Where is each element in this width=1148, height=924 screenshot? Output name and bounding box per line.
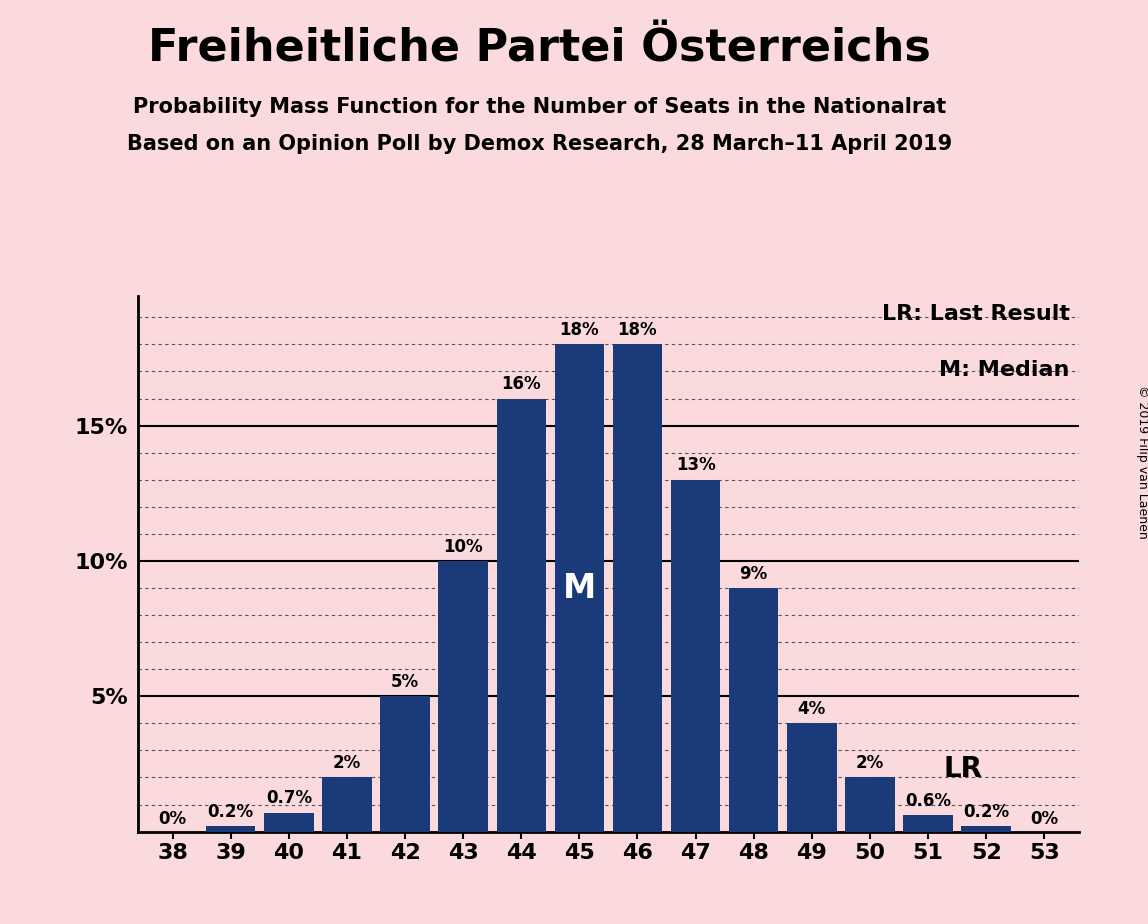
Bar — [903, 815, 953, 832]
Text: LR: Last Result: LR: Last Result — [882, 304, 1070, 323]
Text: 4%: 4% — [798, 699, 825, 718]
Text: M: Median: M: Median — [939, 360, 1070, 380]
Text: Freiheitliche Partei Österreichs: Freiheitliche Partei Österreichs — [148, 28, 931, 71]
Text: 2%: 2% — [855, 754, 884, 772]
Text: 0.6%: 0.6% — [905, 792, 951, 810]
Text: 13%: 13% — [676, 456, 715, 474]
Bar — [670, 480, 720, 832]
Text: LR: LR — [944, 755, 983, 783]
Bar — [554, 345, 604, 832]
Text: Probability Mass Function for the Number of Seats in the Nationalrat: Probability Mass Function for the Number… — [133, 97, 946, 117]
Bar — [845, 777, 894, 832]
Text: 5%: 5% — [391, 673, 419, 691]
Text: 0%: 0% — [158, 809, 187, 828]
Text: 10%: 10% — [443, 538, 483, 555]
Text: 0%: 0% — [1030, 809, 1058, 828]
Bar — [729, 588, 778, 832]
Text: 18%: 18% — [618, 321, 658, 339]
Text: 2%: 2% — [333, 754, 362, 772]
Bar — [323, 777, 372, 832]
Bar — [961, 826, 1011, 832]
Text: 9%: 9% — [739, 565, 768, 583]
Text: © 2019 Filip van Laenen: © 2019 Filip van Laenen — [1135, 385, 1148, 539]
Text: 16%: 16% — [502, 375, 541, 393]
Text: 18%: 18% — [559, 321, 599, 339]
Text: 0.2%: 0.2% — [963, 803, 1009, 821]
Text: M: M — [563, 572, 596, 604]
Bar — [788, 723, 837, 832]
Bar — [613, 345, 662, 832]
Text: 0.2%: 0.2% — [208, 803, 254, 821]
Text: 0.7%: 0.7% — [266, 789, 312, 808]
Bar — [439, 561, 488, 832]
Bar — [264, 812, 313, 832]
Bar — [205, 826, 255, 832]
Bar — [497, 398, 546, 832]
Text: Based on an Opinion Poll by Demox Research, 28 March–11 April 2019: Based on an Opinion Poll by Demox Resear… — [127, 134, 952, 154]
Bar — [380, 697, 429, 832]
